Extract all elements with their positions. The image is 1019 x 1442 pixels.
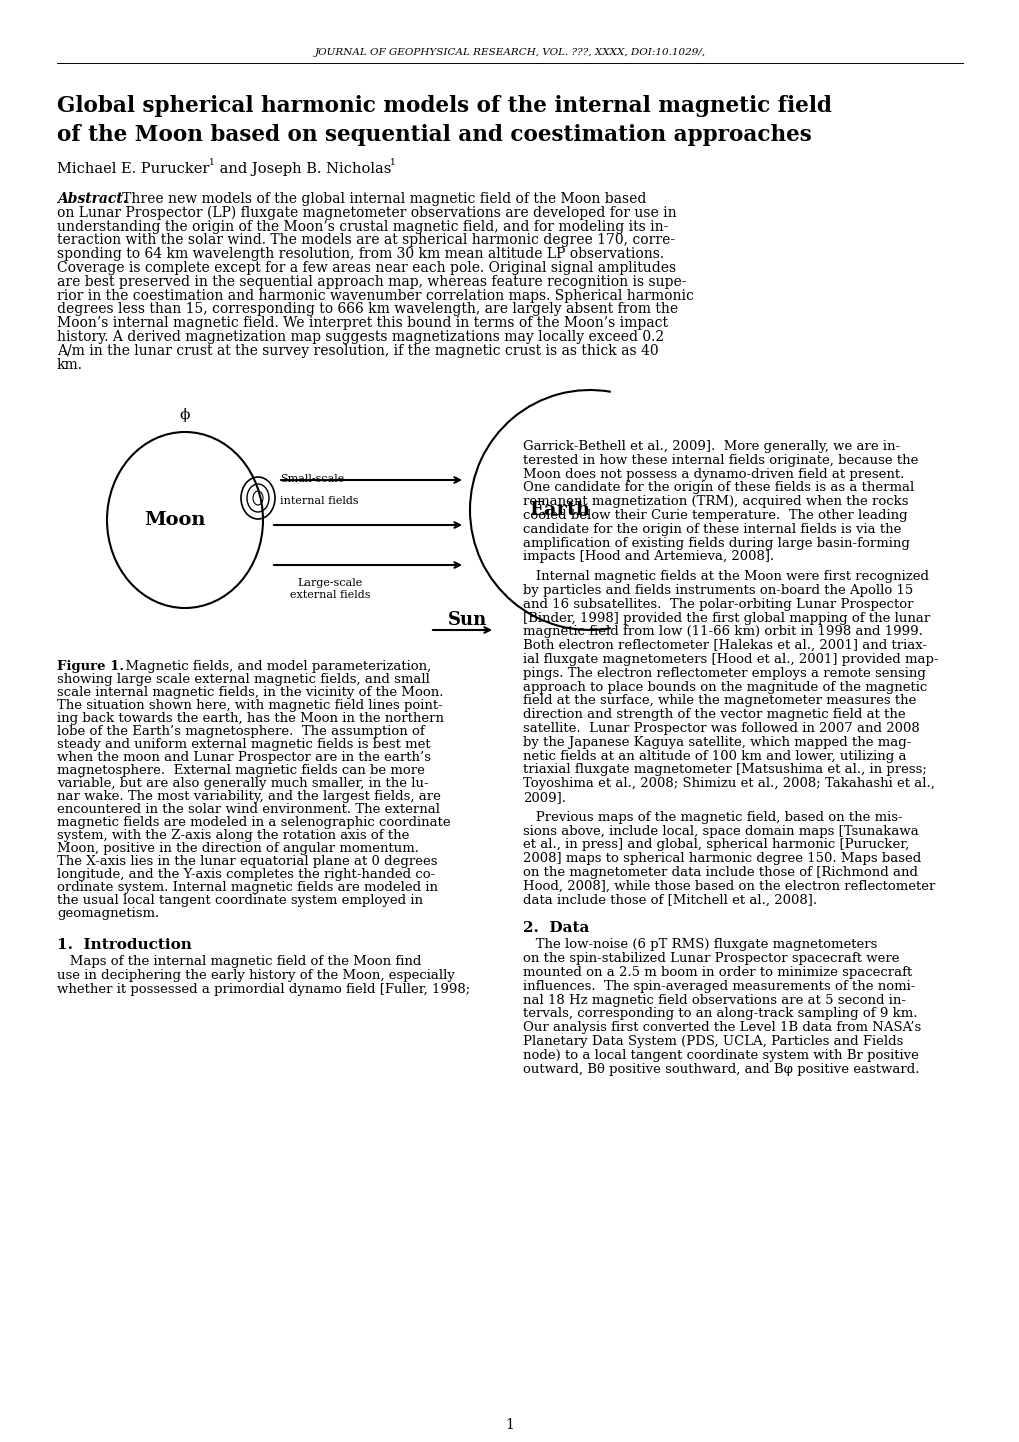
- Text: scale internal magnetic fields, in the vicinity of the Moon.: scale internal magnetic fields, in the v…: [57, 686, 443, 699]
- Text: mounted on a 2.5 m boom in order to minimize spacecraft: mounted on a 2.5 m boom in order to mini…: [523, 966, 911, 979]
- Text: Magnetic fields, and model parameterization,: Magnetic fields, and model parameterizat…: [117, 660, 431, 673]
- Text: Global spherical harmonic models of the internal magnetic field: Global spherical harmonic models of the …: [57, 95, 832, 117]
- Text: ordinate system. Internal magnetic fields are modeled in: ordinate system. Internal magnetic field…: [57, 881, 437, 894]
- Text: by particles and fields instruments on-board the Apollo 15: by particles and fields instruments on-b…: [523, 584, 912, 597]
- Text: Moon, positive in the direction of angular momentum.: Moon, positive in the direction of angul…: [57, 842, 419, 855]
- Text: 2008] maps to spherical harmonic degree 150. Maps based: 2008] maps to spherical harmonic degree …: [523, 852, 920, 865]
- Text: 1: 1: [209, 159, 215, 167]
- Text: tervals, corresponding to an along-track sampling of 9 km.: tervals, corresponding to an along-track…: [523, 1008, 917, 1021]
- Text: lobe of the Earth’s magnetosphere.  The assumption of: lobe of the Earth’s magnetosphere. The a…: [57, 725, 424, 738]
- Text: field at the surface, while the magnetometer measures the: field at the surface, while the magnetom…: [523, 695, 915, 708]
- Text: Large-scale: Large-scale: [298, 578, 363, 588]
- Text: and 16 subsatellites.  The polar-orbiting Lunar Prospector: and 16 subsatellites. The polar-orbiting…: [523, 598, 913, 611]
- Text: on the spin-stabilized Lunar Prospector spacecraft were: on the spin-stabilized Lunar Prospector …: [523, 952, 899, 965]
- Text: netic fields at an altitude of 100 km and lower, utilizing a: netic fields at an altitude of 100 km an…: [523, 750, 906, 763]
- Text: The X-axis lies in the lunar equatorial plane at 0 degrees: The X-axis lies in the lunar equatorial …: [57, 855, 437, 868]
- Text: cooled below their Curie temperature.  The other leading: cooled below their Curie temperature. Th…: [523, 509, 907, 522]
- Text: Figure 1.: Figure 1.: [57, 660, 124, 673]
- Text: rior in the coestimation and harmonic wavenumber correlation maps. Spherical har: rior in the coestimation and harmonic wa…: [57, 288, 693, 303]
- Text: Moon: Moon: [144, 510, 206, 529]
- Text: are best preserved in the sequential approach map, whereas feature recognition i: are best preserved in the sequential app…: [57, 275, 686, 288]
- Text: magnetosphere.  External magnetic fields can be more: magnetosphere. External magnetic fields …: [57, 764, 425, 777]
- Text: Toyoshima et al., 2008; Shimizu et al., 2008; Takahashi et al.,: Toyoshima et al., 2008; Shimizu et al., …: [523, 777, 934, 790]
- Text: Abstract.: Abstract.: [57, 192, 127, 206]
- Text: understanding the origin of the Moon’s crustal magnetic field, and for modeling : understanding the origin of the Moon’s c…: [57, 219, 667, 234]
- Text: steady and uniform external magnetic fields is best met: steady and uniform external magnetic fie…: [57, 738, 430, 751]
- Text: ial fluxgate magnetometers [Hood et al., 2001] provided map-: ial fluxgate magnetometers [Hood et al.,…: [523, 653, 937, 666]
- Text: Previous maps of the magnetic field, based on the mis-: Previous maps of the magnetic field, bas…: [523, 810, 902, 823]
- Text: triaxial fluxgate magnetometer [Matsushima et al., in press;: triaxial fluxgate magnetometer [Matsushi…: [523, 763, 926, 776]
- Text: teraction with the solar wind. The models are at spherical harmonic degree 170, : teraction with the solar wind. The model…: [57, 234, 675, 248]
- Text: geomagnetism.: geomagnetism.: [57, 907, 159, 920]
- Text: 2009].: 2009].: [523, 792, 566, 805]
- Text: JOURNAL OF GEOPHYSICAL RESEARCH, VOL. ???, XXXX, DOI:10.1029/,: JOURNAL OF GEOPHYSICAL RESEARCH, VOL. ??…: [314, 48, 705, 58]
- Text: 1: 1: [505, 1417, 514, 1432]
- Text: The low-noise (6 pT RMS) fluxgate magnetometers: The low-noise (6 pT RMS) fluxgate magnet…: [523, 939, 876, 952]
- Text: Moon’s internal magnetic field. We interpret this bound in terms of the Moon’s i: Moon’s internal magnetic field. We inter…: [57, 316, 667, 330]
- Text: nar wake. The most variability, and the largest fields, are: nar wake. The most variability, and the …: [57, 790, 440, 803]
- Text: Both electron reflectometer [Halekas et al., 2001] and triax-: Both electron reflectometer [Halekas et …: [523, 639, 926, 652]
- Text: candidate for the origin of these internal fields is via the: candidate for the origin of these intern…: [523, 523, 901, 536]
- Text: km.: km.: [57, 358, 83, 372]
- Text: use in deciphering the early history of the Moon, especially: use in deciphering the early history of …: [57, 969, 454, 982]
- Text: internal fields: internal fields: [280, 496, 359, 506]
- Text: ϕ: ϕ: [179, 408, 191, 423]
- Text: and Joseph B. Nicholas: and Joseph B. Nicholas: [215, 162, 391, 176]
- Text: influences.  The spin-averaged measurements of the nomi-: influences. The spin-averaged measuremen…: [523, 979, 914, 992]
- Text: outward, Bθ positive southward, and Bφ positive eastward.: outward, Bθ positive southward, and Bφ p…: [523, 1063, 918, 1076]
- Text: of the Moon based on sequential and coestimation approaches: of the Moon based on sequential and coes…: [57, 124, 811, 146]
- Text: Garrick-Bethell et al., 2009].  More generally, we are in-: Garrick-Bethell et al., 2009]. More gene…: [523, 440, 899, 453]
- Text: impacts [Hood and Artemieva, 2008].: impacts [Hood and Artemieva, 2008].: [523, 551, 773, 564]
- Text: node) to a local tangent coordinate system with Br positive: node) to a local tangent coordinate syst…: [523, 1048, 918, 1061]
- Text: Michael E. Purucker: Michael E. Purucker: [57, 162, 209, 176]
- Text: terested in how these internal fields originate, because the: terested in how these internal fields or…: [523, 454, 917, 467]
- Text: data include those of [Mitchell et al., 2008].: data include those of [Mitchell et al., …: [523, 894, 816, 907]
- Text: external fields: external fields: [289, 590, 370, 600]
- Text: variable, but are also generally much smaller, in the lu-: variable, but are also generally much sm…: [57, 777, 428, 790]
- Text: encountered in the solar wind environment. The external: encountered in the solar wind environmen…: [57, 803, 439, 816]
- Text: Planetary Data System (PDS, UCLA, Particles and Fields: Planetary Data System (PDS, UCLA, Partic…: [523, 1035, 903, 1048]
- Text: 2.  Data: 2. Data: [523, 921, 589, 936]
- Text: degrees less than 15, corresponding to 666 km wavelength, are largely absent fro: degrees less than 15, corresponding to 6…: [57, 303, 678, 316]
- Text: [Binder, 1998] provided the first global mapping of the lunar: [Binder, 1998] provided the first global…: [523, 611, 929, 624]
- Text: Maps of the internal magnetic field of the Moon find: Maps of the internal magnetic field of t…: [57, 955, 421, 968]
- Text: whether it possessed a primordial dynamo field [Fuller, 1998;: whether it possessed a primordial dynamo…: [57, 982, 470, 995]
- Text: approach to place bounds on the magnitude of the magnetic: approach to place bounds on the magnitud…: [523, 681, 926, 694]
- Text: 1: 1: [389, 159, 395, 167]
- Text: et al., in press] and global, spherical harmonic [Purucker,: et al., in press] and global, spherical …: [523, 838, 908, 851]
- Text: Three new models of the global internal magnetic field of the Moon based: Three new models of the global internal …: [109, 192, 646, 206]
- Text: the usual local tangent coordinate system employed in: the usual local tangent coordinate syste…: [57, 894, 423, 907]
- Text: Internal magnetic fields at the Moon were first recognized: Internal magnetic fields at the Moon wer…: [523, 570, 928, 583]
- Text: Earth: Earth: [529, 500, 590, 519]
- Text: Hood, 2008], while those based on the electron reflectometer: Hood, 2008], while those based on the el…: [523, 880, 934, 893]
- Text: when the moon and Lunar Prospector are in the earth’s: when the moon and Lunar Prospector are i…: [57, 751, 431, 764]
- Text: longitude, and the Y-axis completes the right-handed co-: longitude, and the Y-axis completes the …: [57, 868, 435, 881]
- Text: showing large scale external magnetic fields, and small: showing large scale external magnetic fi…: [57, 673, 429, 686]
- Text: system, with the Z-axis along the rotation axis of the: system, with the Z-axis along the rotati…: [57, 829, 409, 842]
- Text: on Lunar Prospector (LP) fluxgate magnetometer observations are developed for us: on Lunar Prospector (LP) fluxgate magnet…: [57, 206, 676, 221]
- Text: Our analysis first converted the Level 1B data from NASA’s: Our analysis first converted the Level 1…: [523, 1021, 920, 1034]
- Text: direction and strength of the vector magnetic field at the: direction and strength of the vector mag…: [523, 708, 905, 721]
- Text: amplification of existing fields during large basin-forming: amplification of existing fields during …: [523, 536, 909, 549]
- Text: magnetic fields are modeled in a selenographic coordinate: magnetic fields are modeled in a selenog…: [57, 816, 450, 829]
- Text: sions above, include local, space domain maps [Tsunakawa: sions above, include local, space domain…: [523, 825, 918, 838]
- Text: remanent magnetization (TRM), acquired when the rocks: remanent magnetization (TRM), acquired w…: [523, 495, 908, 508]
- Text: One candidate for the origin of these fields is as a thermal: One candidate for the origin of these fi…: [523, 482, 913, 495]
- Text: pings. The electron reflectometer employs a remote sensing: pings. The electron reflectometer employ…: [523, 666, 925, 679]
- Text: Small-scale: Small-scale: [280, 474, 344, 485]
- Text: sponding to 64 km wavelength resolution, from 30 km mean altitude LP observation: sponding to 64 km wavelength resolution,…: [57, 247, 663, 261]
- Text: ing back towards the earth, has the Moon in the northern: ing back towards the earth, has the Moon…: [57, 712, 443, 725]
- Text: Coverage is complete except for a few areas near each pole. Original signal ampl: Coverage is complete except for a few ar…: [57, 261, 676, 275]
- Text: The situation shown here, with magnetic field lines point-: The situation shown here, with magnetic …: [57, 699, 442, 712]
- Text: satellite.  Lunar Prospector was followed in 2007 and 2008: satellite. Lunar Prospector was followed…: [523, 722, 919, 735]
- Text: A/m in the lunar crust at the survey resolution, if the magnetic crust is as thi: A/m in the lunar crust at the survey res…: [57, 343, 658, 358]
- Text: on the magnetometer data include those of [Richmond and: on the magnetometer data include those o…: [523, 867, 917, 880]
- Text: history. A derived magnetization map suggests magnetizations may locally exceed : history. A derived magnetization map sug…: [57, 330, 663, 345]
- Text: 1.  Introduction: 1. Introduction: [57, 937, 192, 952]
- Text: Sun: Sun: [447, 611, 487, 629]
- Text: magnetic field from low (11-66 km) orbit in 1998 and 1999.: magnetic field from low (11-66 km) orbit…: [523, 626, 922, 639]
- Text: by the Japanese Kaguya satellite, which mapped the mag-: by the Japanese Kaguya satellite, which …: [523, 735, 911, 748]
- Text: Moon does not possess a dynamo-driven field at present.: Moon does not possess a dynamo-driven fi…: [523, 467, 904, 480]
- Text: nal 18 Hz magnetic field observations are at 5 second in-: nal 18 Hz magnetic field observations ar…: [523, 994, 905, 1007]
